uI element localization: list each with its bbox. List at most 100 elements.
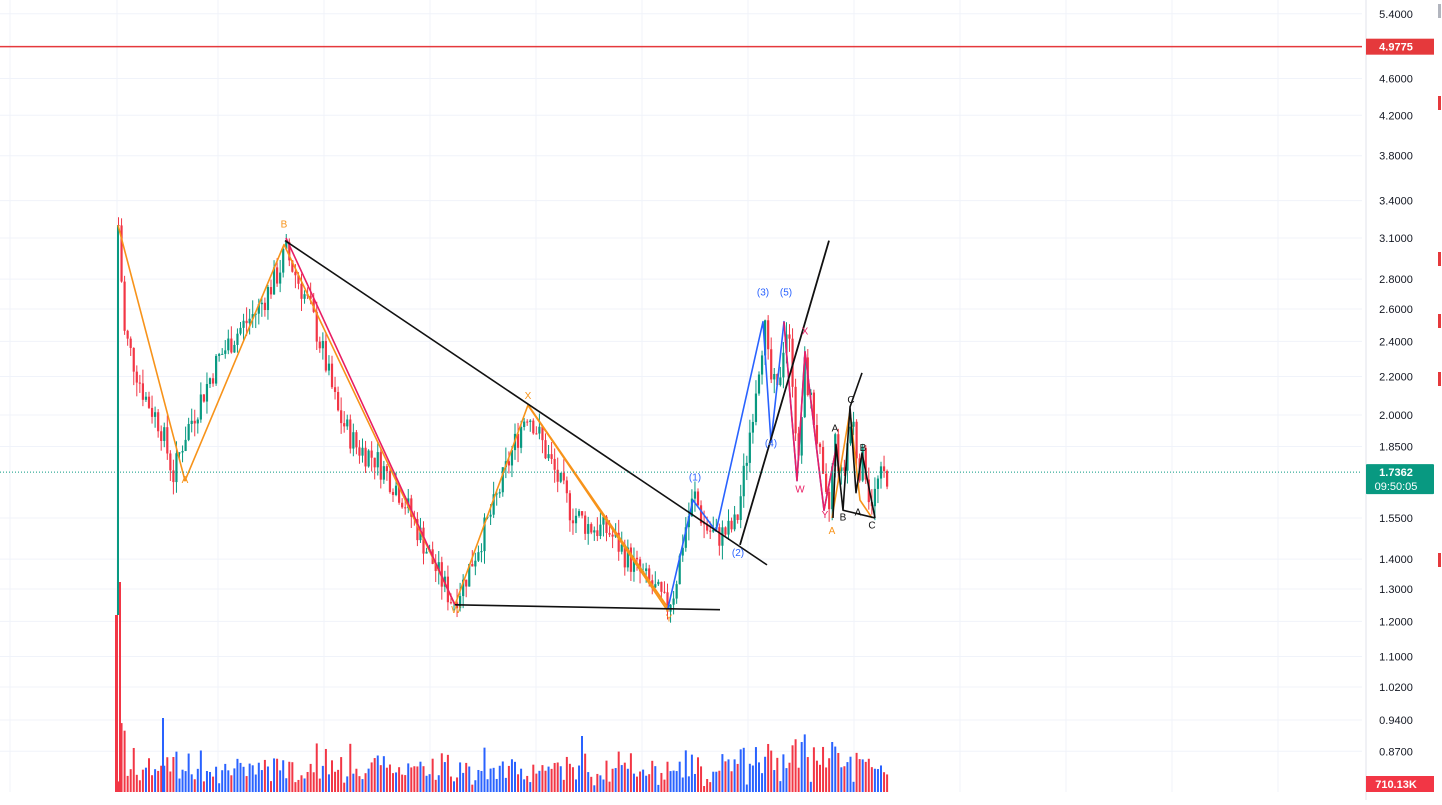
candle[interactable] xyxy=(266,284,270,320)
candle[interactable] xyxy=(828,488,831,522)
candle[interactable] xyxy=(120,218,123,283)
candle[interactable] xyxy=(879,461,883,489)
candle[interactable] xyxy=(523,418,526,431)
black-abc-line[interactable] xyxy=(849,372,863,408)
candle[interactable] xyxy=(568,490,571,532)
candle[interactable] xyxy=(160,425,163,451)
black-abc-line[interactable] xyxy=(842,509,876,519)
last-price-tag[interactable] xyxy=(1366,464,1434,495)
candle[interactable] xyxy=(187,417,190,442)
candle[interactable] xyxy=(590,522,593,535)
candle[interactable] xyxy=(367,449,370,468)
candle[interactable] xyxy=(581,511,584,519)
candle[interactable] xyxy=(211,373,215,387)
candle[interactable] xyxy=(123,275,126,335)
candle[interactable] xyxy=(562,459,565,485)
candle[interactable] xyxy=(767,315,770,360)
candle[interactable] xyxy=(163,422,166,448)
candle[interactable] xyxy=(340,397,343,434)
candle[interactable] xyxy=(516,422,520,463)
candle[interactable] xyxy=(202,393,205,403)
candle[interactable] xyxy=(373,457,376,480)
candle[interactable] xyxy=(382,460,385,484)
candle[interactable] xyxy=(135,365,138,397)
candle[interactable] xyxy=(599,512,602,540)
candle[interactable] xyxy=(425,547,428,554)
candle[interactable] xyxy=(632,547,636,582)
candle[interactable] xyxy=(852,411,855,436)
candle[interactable] xyxy=(269,279,273,299)
candle[interactable] xyxy=(529,419,532,432)
candle[interactable] xyxy=(138,374,141,393)
candle[interactable] xyxy=(224,340,227,359)
candle[interactable] xyxy=(233,340,236,353)
candle[interactable] xyxy=(681,534,684,562)
candle[interactable] xyxy=(526,419,529,426)
candle[interactable] xyxy=(272,260,276,295)
candle[interactable] xyxy=(190,408,193,433)
candle[interactable] xyxy=(282,246,285,278)
candle[interactable] xyxy=(739,484,742,529)
candle[interactable] xyxy=(577,508,581,518)
candle[interactable] xyxy=(388,467,392,494)
candle[interactable] xyxy=(861,443,864,483)
candle[interactable] xyxy=(825,463,828,494)
candle[interactable] xyxy=(721,520,724,560)
candle[interactable] xyxy=(629,543,632,582)
candle[interactable] xyxy=(843,459,846,476)
candle[interactable] xyxy=(462,574,465,609)
candle[interactable] xyxy=(199,382,202,423)
candle[interactable] xyxy=(657,579,660,586)
candle[interactable] xyxy=(675,580,678,604)
candle[interactable] xyxy=(837,428,840,483)
candle[interactable] xyxy=(596,517,599,542)
candle[interactable] xyxy=(794,378,797,441)
candle[interactable] xyxy=(745,455,748,481)
candle[interactable] xyxy=(635,550,639,571)
candle[interactable] xyxy=(831,463,834,521)
candle[interactable] xyxy=(718,523,721,556)
candle[interactable] xyxy=(154,406,157,428)
candle[interactable] xyxy=(565,476,568,503)
candle[interactable] xyxy=(349,414,352,454)
trendline-upper[interactable] xyxy=(284,239,768,566)
candle[interactable] xyxy=(251,300,254,328)
candle[interactable] xyxy=(544,433,547,460)
candle[interactable] xyxy=(236,328,239,353)
candle[interactable] xyxy=(882,455,886,478)
candle[interactable] xyxy=(532,418,535,435)
candle[interactable] xyxy=(126,329,129,346)
candle[interactable] xyxy=(876,475,880,504)
candle[interactable] xyxy=(321,332,324,360)
candle[interactable] xyxy=(474,552,477,576)
candle[interactable] xyxy=(864,445,867,484)
candle[interactable] xyxy=(184,426,187,452)
candle[interactable] xyxy=(205,372,209,414)
candle[interactable] xyxy=(379,447,382,489)
candle[interactable] xyxy=(401,498,404,509)
candle[interactable] xyxy=(324,332,327,373)
candle[interactable] xyxy=(770,337,773,384)
candle[interactable] xyxy=(550,441,553,465)
candle[interactable] xyxy=(337,386,340,412)
candle[interactable] xyxy=(538,413,541,440)
candle[interactable] xyxy=(166,415,169,460)
candle[interactable] xyxy=(754,380,758,426)
candle[interactable] xyxy=(169,450,172,482)
candle[interactable] xyxy=(574,508,578,533)
candle[interactable] xyxy=(358,440,361,464)
blue-impulse-line[interactable] xyxy=(667,320,837,609)
candle[interactable] xyxy=(617,519,620,561)
candle[interactable] xyxy=(818,442,822,454)
candle[interactable] xyxy=(465,579,468,598)
candle[interactable] xyxy=(218,352,221,362)
candle[interactable] xyxy=(483,513,486,564)
candle[interactable] xyxy=(129,336,132,356)
candle[interactable] xyxy=(215,353,218,386)
candle[interactable] xyxy=(157,409,160,438)
candle[interactable] xyxy=(886,469,889,490)
candle[interactable] xyxy=(773,367,776,394)
candle[interactable] xyxy=(193,409,196,437)
candle[interactable] xyxy=(498,488,501,498)
orange-wave-line[interactable] xyxy=(527,404,669,609)
